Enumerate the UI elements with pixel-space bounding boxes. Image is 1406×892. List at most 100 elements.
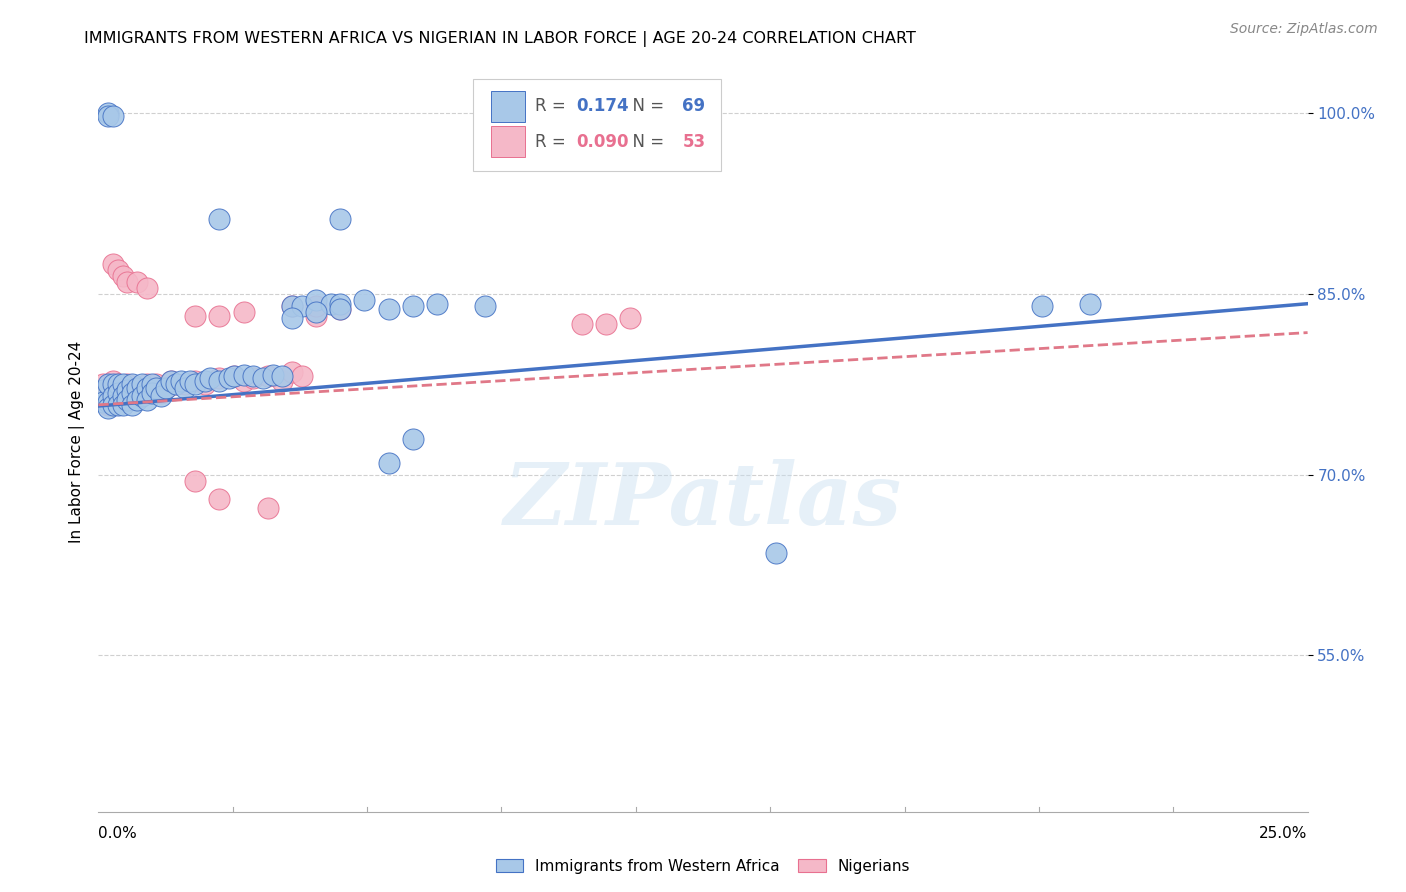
Point [97,401,120,416]
Point [111,268,134,283]
Point [184,309,207,323]
Point [160,374,183,388]
Point [305,309,328,323]
Y-axis label: In Labor Force | Age 20-24: In Labor Force | Age 20-24 [69,341,84,542]
Point [402,432,425,446]
Point [135,377,157,392]
Point [571,317,593,331]
Point [127,275,149,289]
Point [262,368,284,382]
Point [91,395,114,409]
Point [155,381,177,395]
Text: 0.0%: 0.0% [98,826,138,841]
Point [329,301,352,316]
Text: N =: N = [621,133,669,151]
Point [107,377,129,392]
Point [222,368,245,383]
Point [117,392,139,407]
Point [271,368,294,383]
Point [121,385,143,400]
Point [1078,296,1101,310]
Point [271,374,294,388]
Point [242,368,264,383]
Point [179,374,201,388]
Point [305,299,328,313]
Point [121,377,143,392]
Point [131,377,153,392]
Point [165,377,187,392]
Point [165,377,187,392]
Point [150,389,173,403]
Point [101,385,124,400]
Text: 0.090: 0.090 [576,133,628,151]
Point [329,212,352,227]
Point [117,392,139,407]
Point [194,377,217,392]
Point [305,293,328,307]
Point [208,491,231,506]
Point [117,377,139,392]
Point [595,317,617,331]
Point [208,309,231,323]
Point [319,296,342,310]
Point [101,398,124,412]
Point [121,384,143,398]
Point [107,263,129,277]
Point [101,377,124,392]
Point [141,384,163,398]
Point [101,398,124,412]
Point [97,398,120,412]
Point [91,392,114,407]
Point [101,389,124,403]
Point [91,384,114,398]
Point [111,389,134,403]
Point [97,377,120,392]
Point [208,371,231,385]
FancyBboxPatch shape [492,126,526,157]
Point [111,398,134,412]
Point [97,384,120,398]
Point [619,311,641,326]
Point [169,374,191,388]
Point [281,311,304,326]
Point [305,305,328,319]
Point [184,374,207,388]
Point [117,384,139,398]
Point [107,377,129,392]
Text: Source: ZipAtlas.com: Source: ZipAtlas.com [1230,22,1378,37]
Point [426,296,449,310]
Point [111,377,134,392]
Point [111,381,134,395]
Point [377,301,399,316]
Legend: Immigrants from Western Africa, Nigerians: Immigrants from Western Africa, Nigerian… [489,853,917,880]
Point [290,368,312,383]
Text: ZIPatlas: ZIPatlas [503,459,903,542]
Point [208,374,231,388]
Point [402,299,425,313]
Point [97,106,120,120]
Point [101,374,124,388]
Point [107,398,129,412]
Point [353,293,375,307]
Point [127,392,149,407]
Point [131,384,153,398]
Text: 53: 53 [682,133,706,151]
Point [1031,299,1053,313]
Point [141,385,163,400]
Point [91,377,114,392]
Point [198,371,221,385]
Point [135,281,157,295]
Point [218,371,240,385]
Point [222,368,245,383]
Point [111,395,134,409]
Text: 0.174: 0.174 [576,97,628,115]
Point [174,381,197,395]
Point [97,109,120,123]
Point [256,501,278,516]
Text: 69: 69 [682,97,706,115]
Point [141,377,163,392]
Point [127,381,149,395]
Point [252,371,274,385]
Text: R =: R = [534,133,571,151]
Point [127,389,149,403]
